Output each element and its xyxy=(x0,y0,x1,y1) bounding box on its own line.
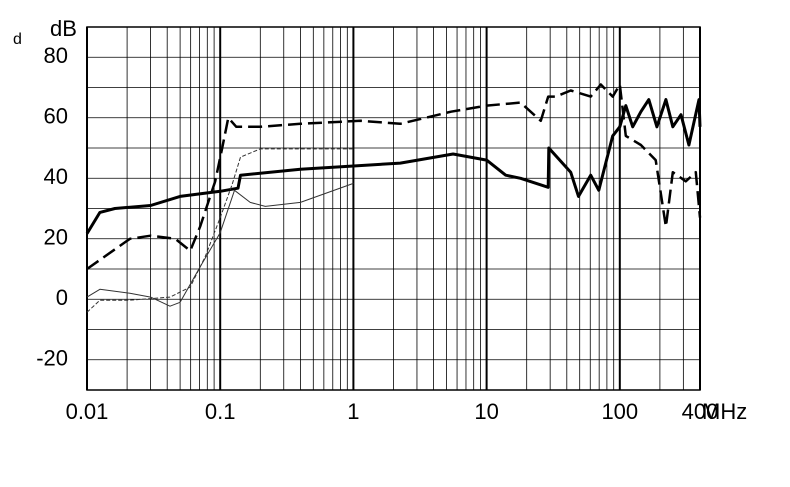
series-line xyxy=(86,148,354,313)
y-tick-label: -20 xyxy=(36,346,68,371)
x-tick-label: 1 xyxy=(347,399,359,424)
y-tick-label: 0 xyxy=(56,285,68,310)
x-tick-label: 0.01 xyxy=(66,399,109,424)
y-tick-label: 20 xyxy=(44,225,68,250)
series-line xyxy=(85,98,702,235)
x-axis-label: MHz xyxy=(702,399,747,424)
y-axis-label: dB xyxy=(50,16,77,41)
y-tick-label: 60 xyxy=(44,104,68,129)
y-tick-label: 40 xyxy=(44,164,68,189)
series-line xyxy=(86,83,702,271)
x-tick-label: 400 xyxy=(682,399,719,424)
annotation: d xyxy=(13,31,22,48)
x-tick-label: 10 xyxy=(474,399,498,424)
x-tick-label: 100 xyxy=(601,399,638,424)
x-tick-label: 0.1 xyxy=(205,399,236,424)
plot-frame xyxy=(86,26,701,391)
y-tick-label: 80 xyxy=(44,43,68,68)
